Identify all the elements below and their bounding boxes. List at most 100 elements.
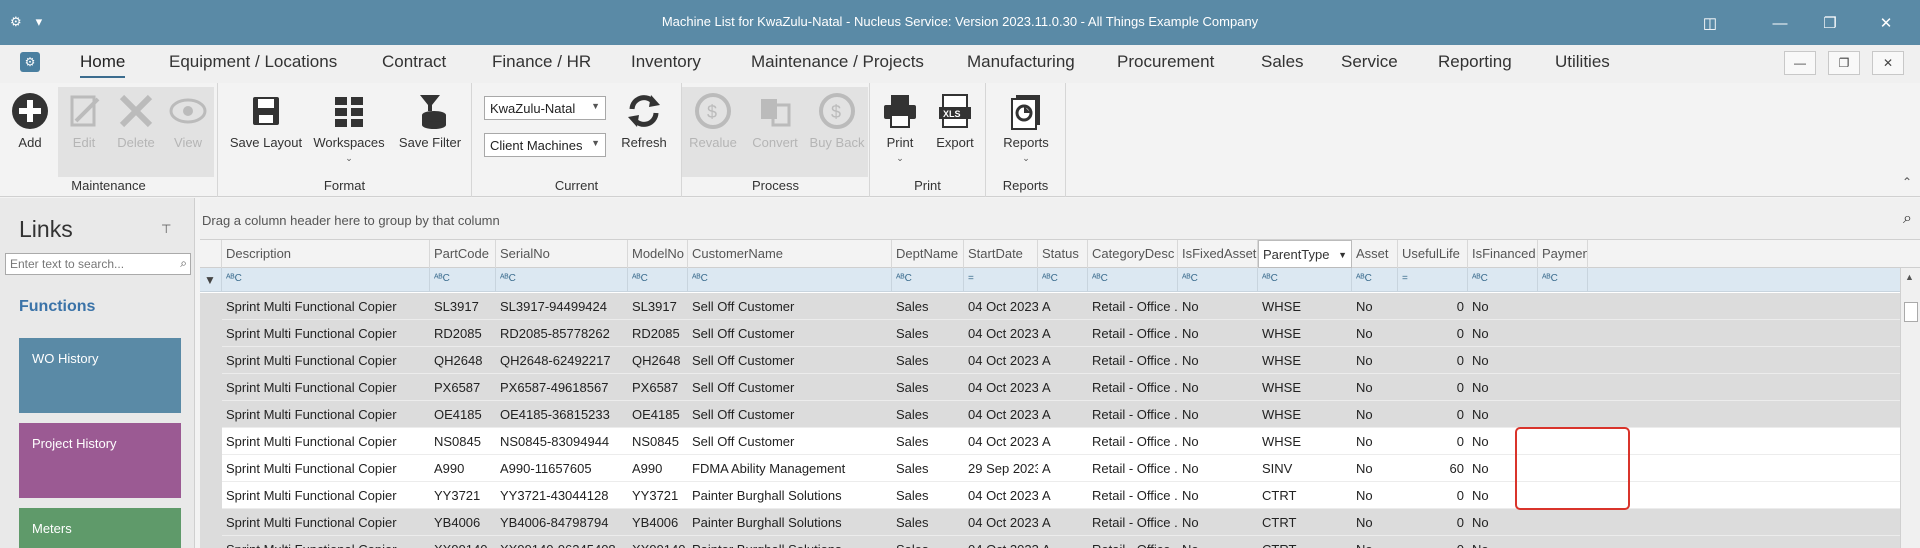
close-button[interactable]: ✕ (1879, 15, 1893, 32)
table-row[interactable]: Sprint Multi Functional CopierXX99140XX9… (200, 536, 1900, 548)
convert-button[interactable]: Convert (744, 87, 806, 177)
column-header-description[interactable]: Description (222, 240, 430, 268)
column-header-partcode[interactable]: PartCode (430, 240, 496, 268)
scope-select[interactable]: Client Machines ▼ (484, 133, 606, 157)
column-header-parenttype[interactable]: ParentType ▼ (1258, 240, 1352, 268)
pin-icon[interactable]: ⊤ (161, 222, 172, 236)
save-filter-button[interactable]: Save Filter (392, 87, 468, 177)
scroll-thumb[interactable] (1904, 302, 1918, 322)
filter-cell-categorydesc[interactable]: ᴬᴮC (1088, 268, 1178, 292)
restore-button[interactable]: ❐ (1823, 15, 1837, 32)
column-header-modelno[interactable]: ModelNo (628, 240, 688, 268)
table-row[interactable]: Sprint Multi Functional Copier RD2085 RD20… (200, 320, 1900, 347)
filter-cell-usefullife[interactable]: = (1398, 268, 1468, 292)
filter-cell-parenttype[interactable]: ᴬᴮC (1258, 268, 1352, 292)
row-indicator[interactable] (200, 401, 222, 428)
column-header-asset[interactable]: Asset (1352, 240, 1398, 268)
column-header-paymentt[interactable]: PaymentT (1538, 240, 1588, 268)
add-button[interactable]: Add (4, 87, 56, 177)
meters-tile[interactable]: Meters (19, 508, 181, 548)
tab-inventory[interactable]: Inventory (631, 52, 701, 71)
tab-sales[interactable]: Sales (1261, 52, 1304, 71)
filter-cell-modelno[interactable]: ᴬᴮC (628, 268, 688, 292)
column-header-serialno[interactable]: SerialNo (496, 240, 628, 268)
buy-back-button[interactable]: $ Buy Back (806, 87, 868, 177)
column-header-categorydesc[interactable]: CategoryDesc (1088, 240, 1178, 268)
filter-cell-paymentt[interactable]: ᴬᴮC (1538, 268, 1588, 292)
mdi-restore-button[interactable]: ❐ (1828, 51, 1860, 75)
delete-button[interactable]: Delete (110, 87, 162, 177)
scroll-up-icon[interactable]: ▲ (1905, 272, 1914, 282)
filter-cell-isfinanced[interactable]: ᴬᴮC (1468, 268, 1538, 292)
filter-cell-partcode[interactable]: ᴬᴮC (430, 268, 496, 292)
filter-cell-description[interactable]: ᴬᴮC (222, 268, 430, 292)
table-row[interactable]: Sprint Multi Functional Copier A990 A990-1… (200, 455, 1900, 482)
table-row[interactable]: Sprint Multi Functional Copier YB4006 YB40… (200, 509, 1900, 536)
reports-button[interactable]: Reports ⌄ (994, 87, 1058, 177)
row-indicator[interactable] (200, 536, 222, 548)
project-history-tile[interactable]: Project History (19, 423, 181, 498)
row-indicator[interactable] (200, 347, 222, 374)
print-button[interactable]: Print ⌄ (874, 87, 926, 177)
column-header-usefullife[interactable]: UsefulLife (1398, 240, 1468, 268)
collapse-ribbon-icon[interactable]: ⌃ (1901, 175, 1912, 189)
gear-icon[interactable]: ⚙ (10, 14, 22, 29)
table-row[interactable]: Sprint Multi Functional Copier YY3721 YY37… (200, 482, 1900, 509)
filter-cell-asset[interactable]: ᴬᴮC (1352, 268, 1398, 292)
filter-icon[interactable]: ▼ (200, 268, 222, 292)
links-search-input[interactable]: Enter text to search... ⌕ (5, 253, 191, 275)
row-indicator[interactable] (200, 482, 222, 509)
table-row[interactable]: Sprint Multi Functional Copier OE4185 OE41… (200, 401, 1900, 428)
column-header-status[interactable]: Status (1038, 240, 1088, 268)
mdi-minimize-button[interactable]: — (1784, 51, 1816, 75)
tab-procurement[interactable]: Procurement (1117, 52, 1215, 71)
tab-equipment-locations[interactable]: Equipment / Locations (169, 52, 338, 71)
table-row[interactable]: Sprint Multi Functional Copier SL3917 SL39… (200, 293, 1900, 320)
table-row[interactable]: Sprint Multi Functional Copier NS0845 NS08… (200, 428, 1900, 455)
filter-cell-startdate[interactable]: = (964, 268, 1038, 292)
chevron-down-icon[interactable]: ▾ (35, 14, 43, 29)
table-row[interactable]: Sprint Multi Functional Copier PX6587 PX65… (200, 374, 1900, 401)
refresh-button[interactable]: Refresh (612, 87, 676, 177)
save-layout-button[interactable]: Save Layout (226, 87, 306, 177)
filter-cell-deptname[interactable]: ᴬᴮC (892, 268, 964, 292)
filter-cell-isfixedasset[interactable]: ᴬᴮC (1178, 268, 1258, 292)
app-icon[interactable]: ⚙ (20, 52, 40, 72)
tab-finance-hr[interactable]: Finance / HR (492, 52, 592, 71)
tab-utilities[interactable]: Utilities (1555, 52, 1610, 71)
column-header-isfixedasset[interactable]: IsFixedAsset (1178, 240, 1258, 268)
edit-button[interactable]: Edit (58, 87, 110, 177)
tab-reporting[interactable]: Reporting (1438, 52, 1512, 71)
tab-home[interactable]: Home (80, 52, 126, 78)
filter-cell-status[interactable]: ᴬᴮC (1038, 268, 1088, 292)
row-indicator[interactable] (200, 374, 222, 401)
filter-cell-customername[interactable]: ᴬᴮC (688, 268, 892, 292)
column-header-startdate[interactable]: StartDate (964, 240, 1038, 268)
row-indicator[interactable] (200, 509, 222, 536)
vertical-scrollbar[interactable]: ▲ (1900, 268, 1920, 548)
column-header-isfinanced[interactable]: IsFinanced (1468, 240, 1538, 268)
filter-cell-serialno[interactable]: ᴬᴮC (496, 268, 628, 292)
view-button[interactable]: View (162, 87, 214, 177)
export-button[interactable]: XLS Export (928, 87, 982, 177)
mdi-close-button[interactable]: ✕ (1872, 51, 1904, 75)
region-select[interactable]: KwaZulu-Natal ▼ (484, 96, 606, 120)
row-indicator[interactable] (200, 293, 222, 320)
tab-service[interactable]: Service (1341, 52, 1398, 71)
row-indicator[interactable] (200, 455, 222, 482)
workspaces-button[interactable]: Workspaces ⌄ (310, 87, 388, 177)
revalue-button[interactable]: $ Revalue (682, 87, 744, 177)
row-indicator[interactable] (200, 320, 222, 347)
tab-manufacturing[interactable]: Manufacturing (967, 52, 1075, 71)
column-header-customername[interactable]: CustomerName (688, 240, 892, 268)
tab-contract[interactable]: Contract (382, 52, 447, 71)
minimize-button[interactable]: — (1772, 14, 1788, 32)
wo-history-tile[interactable]: WO History (19, 338, 181, 413)
table-row[interactable]: Sprint Multi Functional Copier QH2648 QH26… (200, 347, 1900, 374)
column-header-deptname[interactable]: DeptName (892, 240, 964, 268)
filter-dropdown-icon[interactable]: ▼ (1338, 250, 1347, 260)
search-icon[interactable]: ⌕ (180, 256, 187, 270)
system-menu[interactable]: ⚙ ▾ (10, 12, 60, 32)
row-indicator[interactable] (200, 428, 222, 455)
group-by-panel[interactable]: Drag a column header here to group by th… (200, 198, 1920, 240)
